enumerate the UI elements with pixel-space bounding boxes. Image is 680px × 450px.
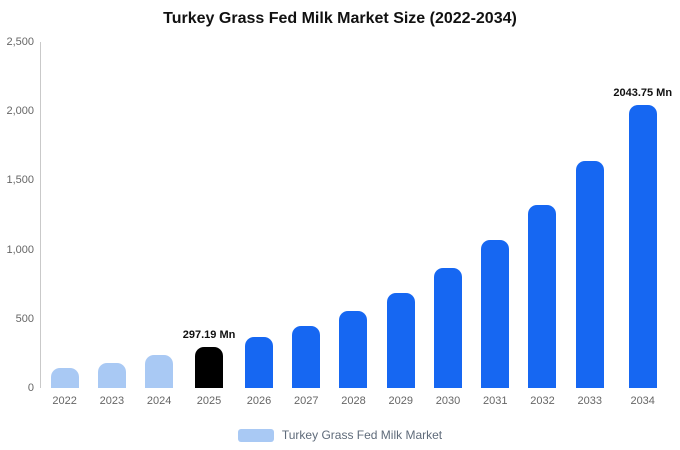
x-tick-label-2034: 2034 (630, 395, 655, 407)
x-tick-label-2032: 2032 (530, 395, 555, 407)
bar-2027 (292, 325, 321, 388)
x-tick-label-2028: 2028 (341, 395, 366, 407)
bar-slot-2031: 2031 (472, 42, 519, 407)
legend-label: Turkey Grass Fed Milk Market (281, 428, 443, 442)
bar-slot-2023: 2023 (88, 42, 135, 407)
x-tick-label-2022: 2022 (52, 395, 77, 407)
bar-slot-2032: 2032 (519, 42, 566, 407)
y-tick-label: 500 (15, 312, 34, 325)
chart-title: Turkey Grass Fed Milk Market Size (2022-… (163, 10, 517, 27)
x-tick-label-2033: 2033 (577, 395, 602, 407)
bar-2031 (481, 239, 510, 388)
bar-2030 (433, 268, 462, 388)
bar-2023 (97, 363, 126, 388)
legend: Turkey Grass Fed Milk Market (0, 428, 680, 442)
y-tick-label: 1,500 (6, 174, 34, 187)
x-tick-label-2023: 2023 (99, 395, 125, 407)
x-tick-label-2024: 2024 (146, 395, 172, 407)
bar-2034 (628, 105, 657, 388)
bar-slot-2024: 2024 (136, 42, 183, 407)
bar-slot-2034: 2043.75 Mn 2034 (613, 42, 673, 407)
y-tick-label: 1,000 (6, 243, 34, 256)
bar-2032 (528, 205, 557, 388)
bar-2025 (195, 346, 224, 388)
bar-slot-2025: 297.19 Mn 2025 (182, 42, 236, 407)
bar-2024 (145, 355, 174, 388)
bar-2028 (339, 311, 368, 388)
x-tick-label-2026: 2026 (246, 395, 272, 407)
y-tick-label: 2,000 (6, 105, 34, 118)
x-tick-label-2027: 2027 (293, 395, 319, 407)
bar-slot-2022: 2022 (41, 42, 88, 407)
bar-value-label-2034: 2043.75 Mn (613, 87, 673, 100)
bar-slot-2026: 2026 (235, 42, 282, 407)
bar-slot-2027: 2027 (283, 42, 330, 407)
bar-slot-2030: 2030 (424, 42, 471, 407)
bar-2033 (575, 161, 604, 388)
x-tick-label-2030: 2030 (435, 395, 461, 407)
bars: 2022 2023 2024 297.19 Mn 2025 2026 2027 2028 202… (41, 42, 673, 407)
y-tick-label: 2,500 (6, 36, 34, 48)
bar-slot-2029: 2029 (377, 42, 424, 407)
y-tick-label: 0 (27, 382, 34, 394)
x-tick-label-2025: 2025 (196, 395, 222, 407)
bar-slot-2028: 2028 (330, 42, 377, 407)
x-tick-label-2031: 2031 (482, 395, 508, 407)
bar-value-label-2025: 297.19 Mn (182, 328, 236, 341)
x-tick-label-2029: 2029 (388, 395, 413, 407)
legend-swatch (237, 428, 274, 442)
bar-2026 (244, 337, 273, 388)
plot-area: 0 500 1,000 1,500 2,000 2,500 2022 2023 2024 297… (6, 36, 673, 407)
bar-2022 (50, 367, 79, 388)
bar-slot-2033: 2033 (566, 42, 613, 407)
bar-2029 (386, 293, 415, 388)
